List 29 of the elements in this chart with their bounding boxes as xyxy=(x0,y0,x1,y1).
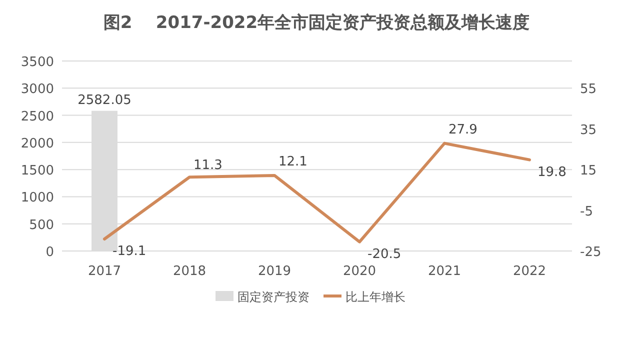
y-tick-label: 0 xyxy=(46,245,54,260)
y2-tick-label: 15 xyxy=(580,164,597,179)
x-tick-label: 2020 xyxy=(342,264,376,279)
legend-label: 比上年增长 xyxy=(346,290,406,304)
x-tick-label: 2019 xyxy=(258,264,292,279)
y2-tick-label: -5 xyxy=(580,204,593,220)
x-tick-label: 2017 xyxy=(88,264,122,279)
data-label: 27.9 xyxy=(448,122,478,138)
x-tick-label: 2021 xyxy=(428,264,462,279)
legend-label: 固定资产投资 xyxy=(238,290,310,304)
data-label: 11.3 xyxy=(194,158,222,174)
y2-tick-label: -25 xyxy=(580,245,602,260)
y2-tick-label: 35 xyxy=(580,122,597,138)
y2-tick-label: 55 xyxy=(580,82,597,98)
y-tick-label: 3500 xyxy=(20,55,54,70)
y-tick-label: 1000 xyxy=(20,190,54,206)
y-tick-label: 2000 xyxy=(20,136,54,152)
y-tick-label: 1500 xyxy=(20,164,54,179)
y-tick-label: 500 xyxy=(29,218,54,233)
data-label: -20.5 xyxy=(368,246,402,262)
data-label: -19.1 xyxy=(112,244,146,259)
x-tick-label: 2022 xyxy=(512,264,546,279)
y-tick-label: 2500 xyxy=(20,109,54,124)
data-label: 2582.05 xyxy=(78,92,132,108)
data-label: 12.1 xyxy=(278,154,308,170)
y-tick-label: 3000 xyxy=(20,82,54,98)
data-label: 19.8 xyxy=(538,164,566,180)
x-tick-label: 2018 xyxy=(172,264,206,279)
chart-title: 图2 2017-2022年全市固定资产投资总额及增长速度 xyxy=(103,13,530,33)
